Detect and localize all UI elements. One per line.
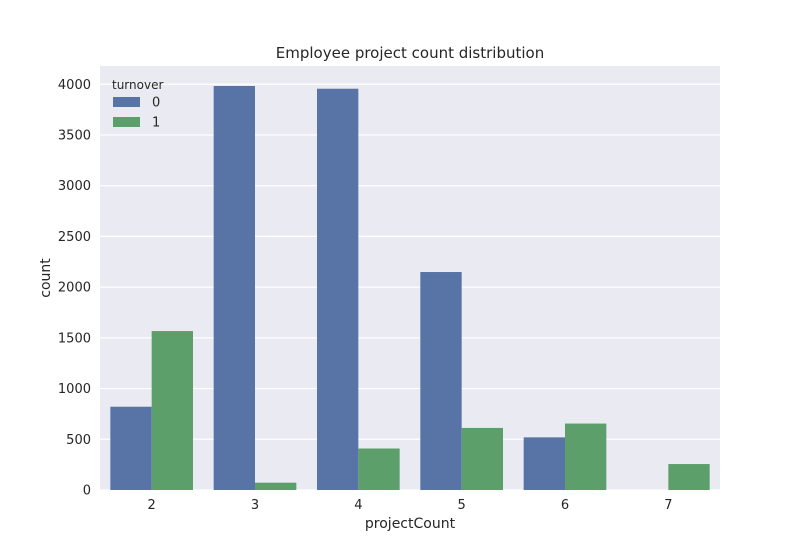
- plot-area: [100, 66, 720, 490]
- bar-5-turnover-1: [461, 427, 503, 490]
- x-tick-label: 4: [354, 498, 362, 513]
- y-tick-label: 500: [66, 433, 91, 448]
- bar-3-turnover-1: [255, 482, 297, 490]
- bar-2-turnover-1: [151, 331, 193, 490]
- x-tick-label: 2: [148, 498, 156, 513]
- bar-5-turnover-0: [420, 272, 462, 490]
- legend-label-0: 0: [152, 96, 160, 111]
- bar-4-turnover-1: [358, 448, 400, 490]
- chart-title: Employee project count distribution: [276, 44, 544, 62]
- bars: [110, 85, 710, 491]
- x-tick-label: 6: [561, 498, 569, 513]
- y-tick-labels: 0 500 1000 1500 2000 2500 3000 3500 4000: [58, 78, 91, 499]
- y-tick-label: 2500: [58, 230, 91, 245]
- bar-2-turnover-0: [110, 406, 152, 490]
- y-tick-label: 3000: [58, 179, 91, 194]
- y-tick-label: 0: [83, 484, 91, 499]
- y-tick-label: 2000: [58, 281, 91, 296]
- bar-6-turnover-1: [565, 423, 607, 490]
- legend-swatch-1: [113, 117, 140, 127]
- legend: turnover 0 1: [112, 78, 163, 131]
- x-axis-label: projectCount: [365, 516, 456, 532]
- x-tick-label: 3: [251, 498, 259, 513]
- legend-swatch-0: [113, 97, 140, 107]
- x-tick-label: 7: [664, 498, 672, 513]
- x-tick-label: 5: [458, 498, 466, 513]
- y-tick-label: 3500: [58, 128, 91, 143]
- y-axis-label: count: [38, 258, 54, 298]
- gridlines: [100, 83, 720, 491]
- legend-title: turnover: [112, 78, 163, 92]
- y-tick-label: 1500: [58, 331, 91, 346]
- bar-6-turnover-0: [523, 437, 565, 490]
- bar-7-turnover-1: [668, 464, 710, 490]
- legend-label-1: 1: [152, 116, 160, 131]
- bar-4-turnover-0: [317, 88, 359, 491]
- x-tick-labels: 2 3 4 5 6 7: [148, 498, 673, 513]
- y-tick-label: 4000: [58, 78, 91, 93]
- bar-3-turnover-0: [213, 85, 255, 490]
- y-tick-label: 1000: [58, 382, 91, 397]
